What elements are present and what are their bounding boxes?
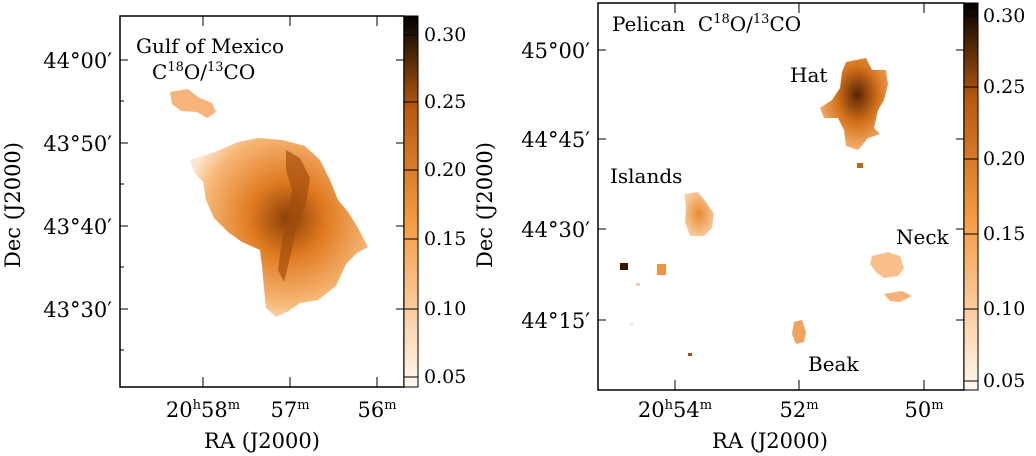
left-minor-ticks	[120, 16, 404, 387]
left-cb-tick-1: 0.25	[424, 91, 466, 113]
right-xtick-2: 50m	[904, 398, 943, 422]
left-ytick-2: 43°40′	[43, 215, 112, 239]
label-islands: Islands	[610, 164, 682, 188]
gulf-small-patch	[170, 89, 216, 118]
left-title-line1: Gulf of Mexico	[136, 34, 284, 58]
left-colorbar-ticks	[404, 34, 418, 378]
pelican-map	[620, 58, 912, 356]
right-ytick-3: 44°15′	[521, 309, 590, 333]
right-xtick-0: 20h54m	[638, 398, 712, 422]
left-cb-tick-4: 0.10	[424, 298, 466, 320]
right-xtick-1: 52m	[779, 398, 818, 422]
right-ytick-2: 44°30′	[521, 218, 590, 242]
hat-region	[820, 58, 888, 150]
left-panel: Gulf of Mexico C18O/13CO 44°00′ 43°50′ 4…	[1, 15, 497, 453]
speck-4	[688, 353, 692, 356]
speck-2	[657, 264, 666, 275]
right-plot-frame	[597, 2, 965, 391]
left-ytick-1: 43°50′	[43, 132, 112, 156]
right-colorbar-ticks	[964, 15, 978, 382]
right-colorbar	[963, 2, 979, 391]
right-cb-tick-0: 0.30	[983, 5, 1025, 27]
neck-region	[870, 252, 904, 278]
right-minor-ticks	[598, 3, 964, 390]
left-ytick-0: 44°00′	[43, 49, 112, 73]
label-neck: Neck	[896, 225, 950, 249]
right-cb-tick-1: 0.25	[983, 76, 1025, 98]
speck-5	[630, 323, 633, 326]
right-panel: Pelican C18O/13CO Hat Islands Neck Beak …	[521, 2, 1025, 453]
hat-dot	[857, 163, 863, 168]
left-cb-tick-2: 0.20	[424, 159, 466, 181]
label-hat: Hat	[790, 63, 827, 87]
islands-region	[684, 192, 714, 236]
right-cb-tick-4: 0.10	[983, 298, 1025, 320]
label-beak: Beak	[808, 352, 859, 376]
left-xlabel: RA (J2000)	[204, 429, 320, 453]
right-cb-tick-3: 0.15	[983, 223, 1025, 245]
left-cb-tick-0: 0.30	[424, 24, 466, 46]
left-xtick-0: 20h58m	[166, 398, 240, 422]
left-ylabel: Dec (J2000)	[1, 142, 25, 268]
right-ytick-0: 45°00′	[521, 39, 590, 63]
left-ytick-3: 43°30′	[43, 298, 112, 322]
left-cb-tick-3: 0.15	[424, 228, 466, 250]
right-cb-tick-2: 0.20	[983, 148, 1025, 170]
right-title: Pelican C18O/13CO	[612, 12, 801, 36]
left-title-line2: C18O/13CO	[152, 60, 255, 84]
right-ytick-1: 44°45′	[521, 128, 590, 152]
gulf-ridge	[278, 150, 310, 282]
beak-region	[792, 320, 806, 344]
gulf-main-cloud	[190, 138, 368, 317]
neck-tail	[884, 291, 912, 302]
right-xlabel: RA (J2000)	[712, 429, 828, 453]
speck-1	[620, 263, 628, 270]
gulf-of-mexico-map	[170, 89, 368, 317]
left-xtick-2: 56m	[357, 398, 396, 422]
right-cb-tick-5: 0.05	[983, 370, 1025, 392]
speck-3	[636, 283, 640, 286]
left-cb-tick-5: 0.05	[424, 366, 466, 388]
left-colorbar	[403, 15, 419, 388]
left-cb-ylabel: Dec (J2000)	[473, 142, 497, 268]
left-xtick-1: 57m	[270, 398, 309, 422]
